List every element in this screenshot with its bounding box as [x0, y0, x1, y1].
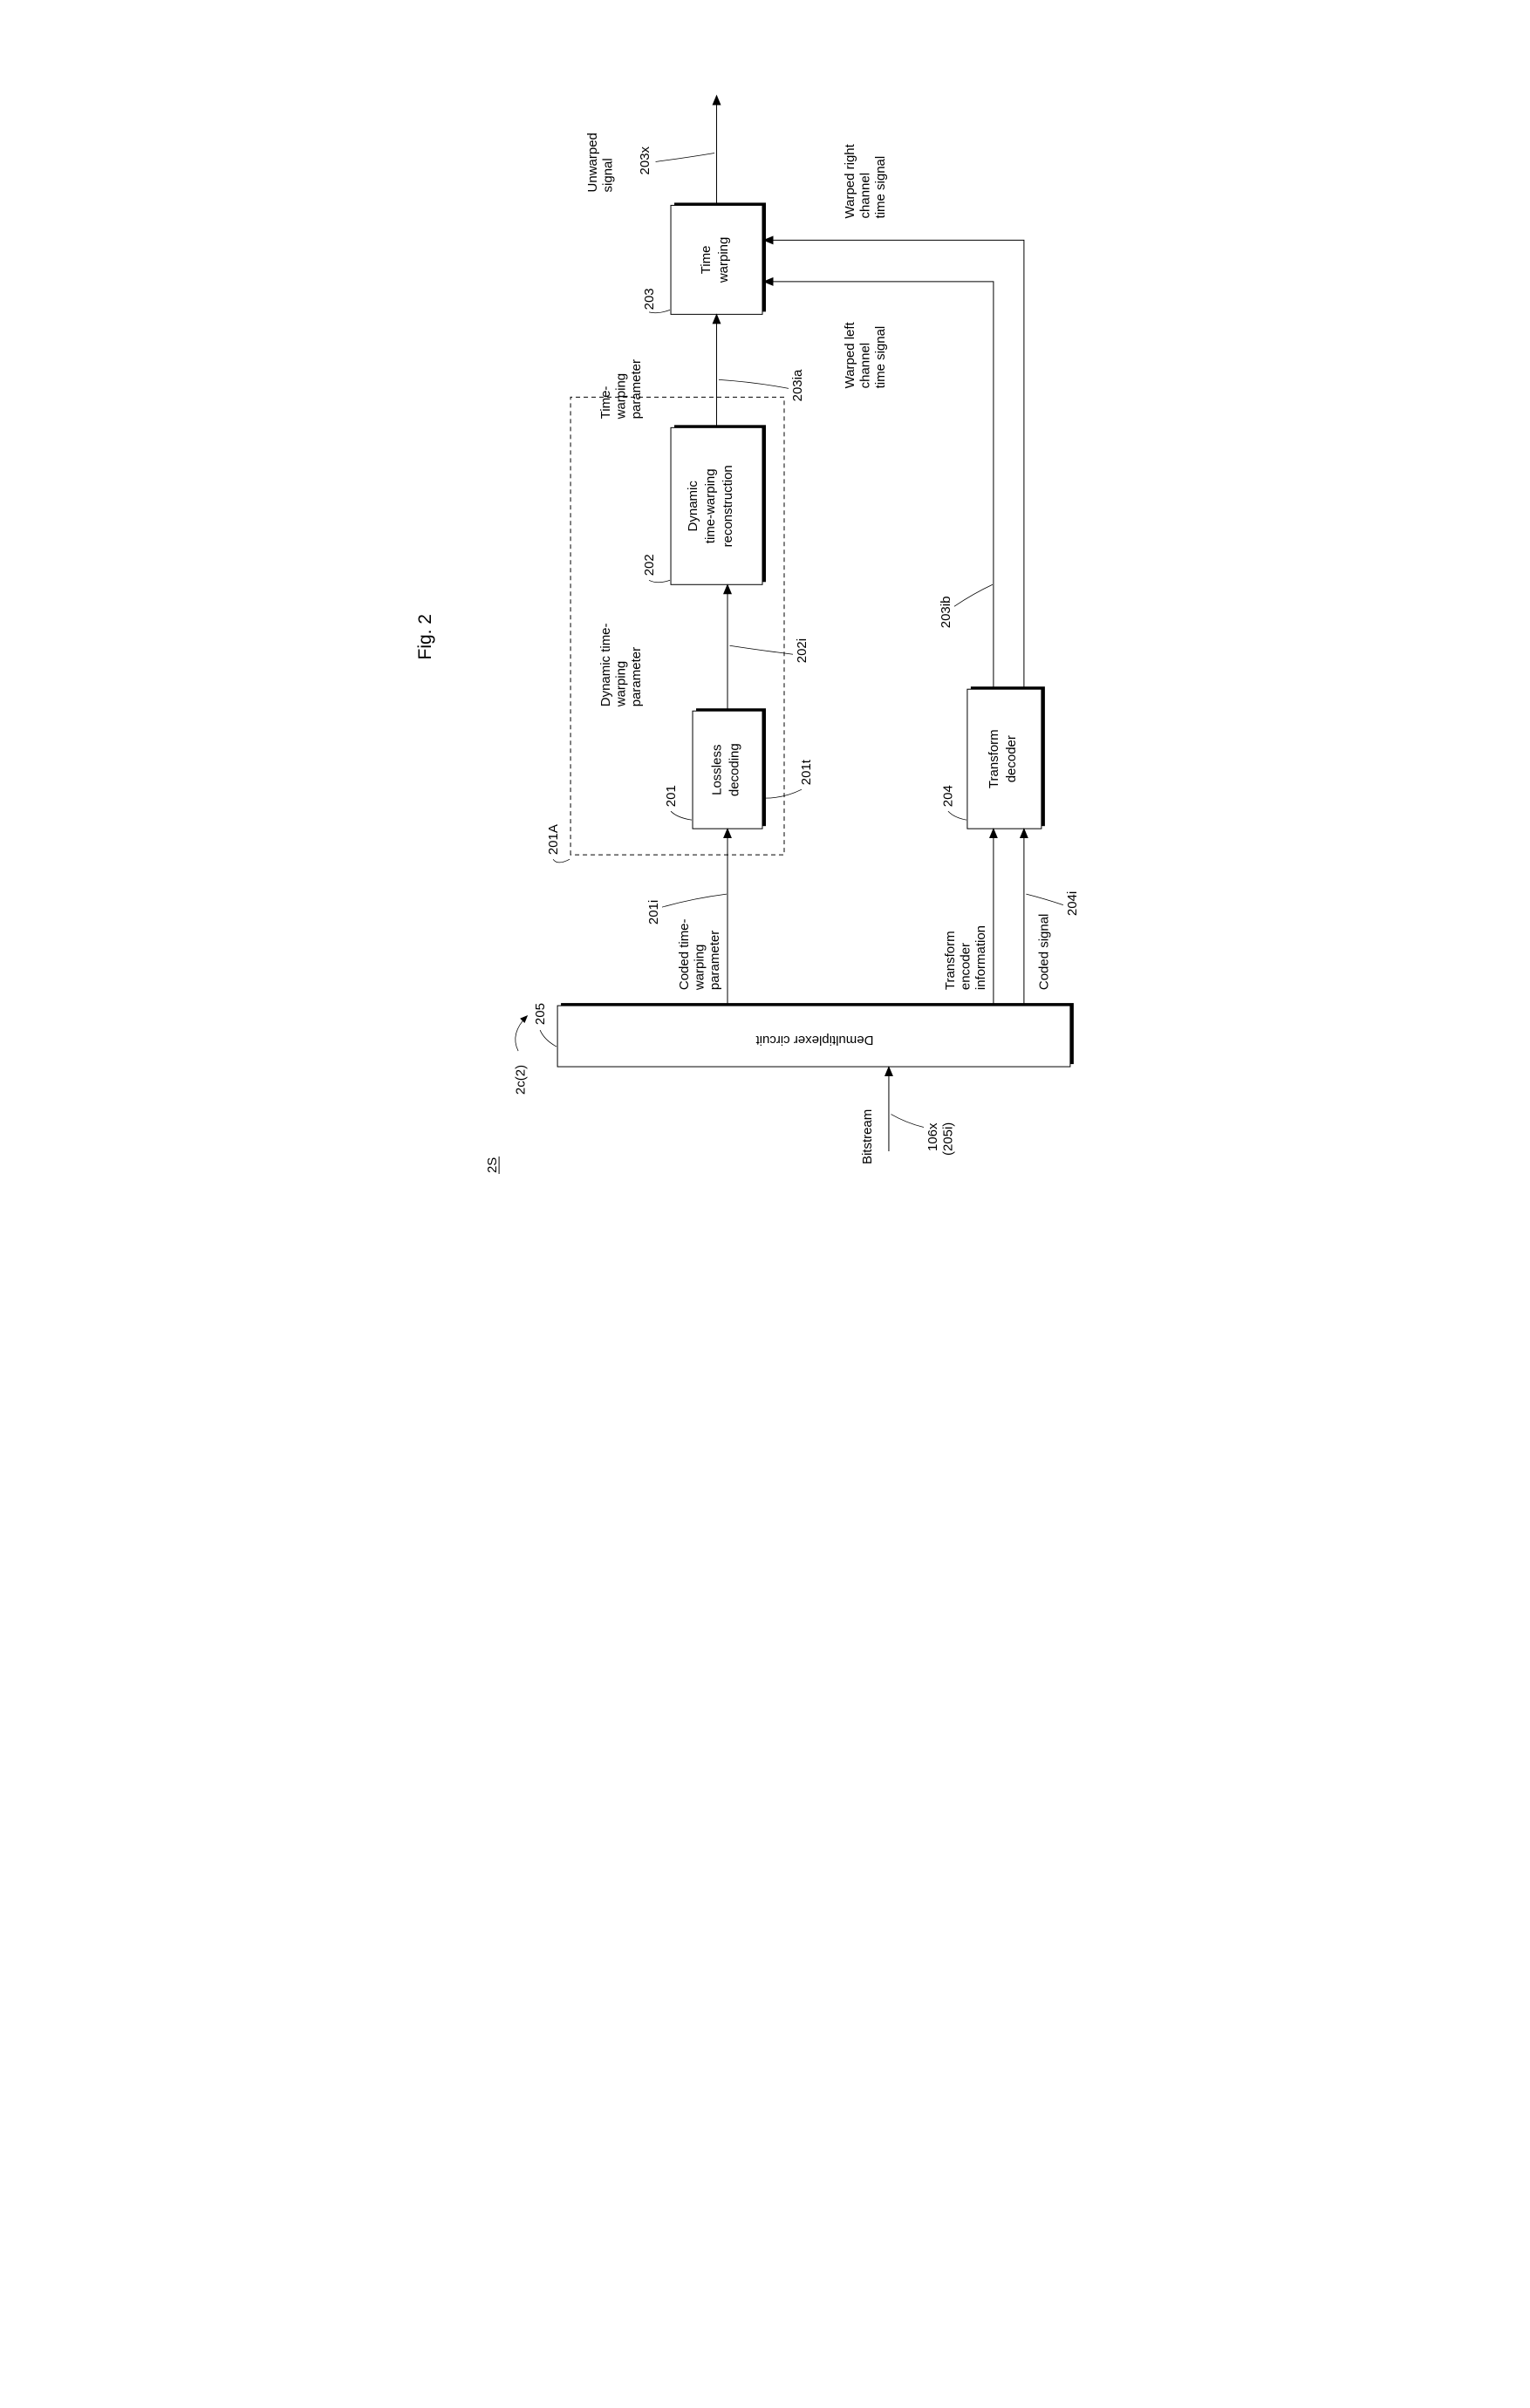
lossless-table-ref: 201t [798, 759, 813, 785]
block-diagram: Fig. 2 2S 2c(2) Demultiplexer circuit 20… [383, 35, 1148, 1238]
demux-ref: 205 [533, 1003, 548, 1025]
tw-param-l2: warping [613, 373, 628, 420]
unwarped-ref: 203x [638, 146, 652, 174]
figure-title: Fig. 2 [415, 614, 435, 659]
tw-ref: 203 [642, 288, 657, 310]
wl-l3: time signal [872, 326, 887, 389]
system-label: 2S [485, 1157, 500, 1173]
dtw-recon-l3: reconstruction [721, 465, 735, 547]
bitstream-label: Bitstream [859, 1109, 874, 1164]
wl-l2: channel [857, 343, 872, 389]
tw-param-l1: Time- [598, 386, 613, 420]
tw-l2: warping [716, 237, 731, 283]
coded-tw-l1: Coded time- [677, 918, 692, 990]
dtw-recon-l1: Dynamic [686, 481, 700, 532]
tw-param-ref: 203ia [789, 369, 804, 401]
system-ref: 2c(2) [513, 1065, 528, 1095]
coded-sig-label: Coded signal [1036, 914, 1051, 990]
dyn-tw-ref: 202i [794, 638, 809, 663]
lossless-l1: Lossless [709, 745, 724, 795]
td-ref: 204 [940, 785, 955, 807]
coded-tw-l2: warping [692, 945, 707, 991]
wr-l1: Warped right [842, 143, 857, 218]
tw-l1: Time [699, 246, 714, 275]
trans-enc-l3: information [973, 925, 987, 990]
lossless-l2: decoding [727, 743, 741, 796]
unwarped-l1: Unwarped [585, 133, 600, 192]
trans-enc-l2: encoder [958, 943, 973, 990]
demultiplexer-label: Demultiplexer circuit [755, 1033, 873, 1047]
dyn-tw-l3: parameter [629, 647, 644, 706]
tw-param-l3: parameter [629, 359, 644, 419]
warped-left-ref: 203ib [938, 597, 953, 629]
dtw-recon-l2: time-warping [703, 468, 718, 543]
td-l1: Transform [986, 729, 1001, 788]
dtw-recon-ref: 202 [642, 554, 657, 576]
td-l2: decoder [1003, 735, 1018, 782]
wr-l3: time signal [872, 156, 887, 219]
dyn-tw-l1: Dynamic time- [598, 623, 613, 706]
trans-enc-l1: Transform [942, 931, 957, 990]
wr-l2: channel [857, 173, 872, 219]
coded-tw-ref: 201i [646, 900, 661, 924]
coded-sig-ref: 204i [1064, 891, 1079, 916]
lossless-ref: 201 [664, 785, 679, 807]
wl-l1: Warped left [842, 321, 857, 388]
bitstream-ref2: (205i) [940, 1122, 955, 1156]
dtw-group-ref: 201A [546, 824, 561, 855]
unwarped-l2: signal [600, 158, 615, 192]
dyn-tw-l2: warping [613, 661, 628, 707]
warped-right-path [764, 240, 1023, 688]
bitstream-ref1: 106x [925, 1122, 939, 1151]
coded-tw-l3: parameter [707, 931, 722, 990]
